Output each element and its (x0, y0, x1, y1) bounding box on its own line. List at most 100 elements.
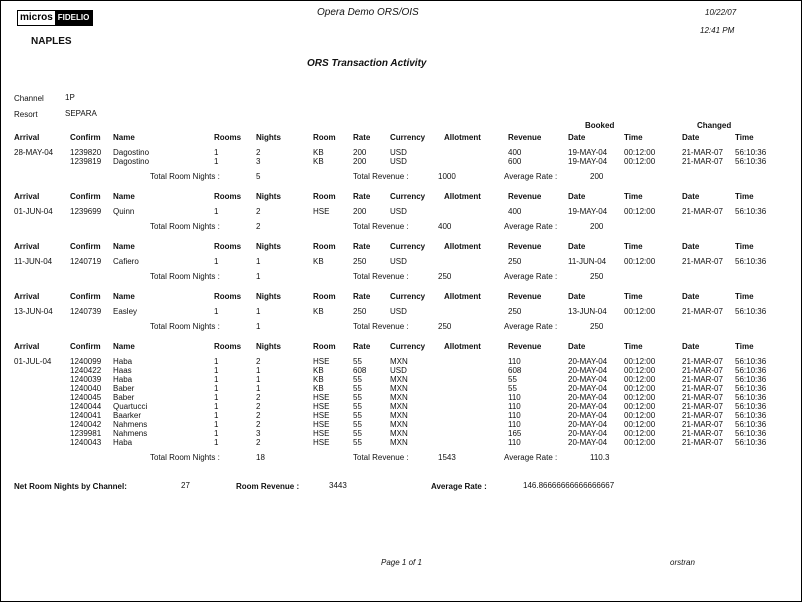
cell-rate: 55 (353, 393, 362, 402)
column-header: Date (568, 292, 586, 301)
column-header: Time (624, 192, 643, 201)
page-number: Page 1 of 1 (381, 558, 422, 567)
cell-time: 00:12:00 (624, 307, 656, 316)
resort-value: SEPARA (65, 109, 97, 118)
cell-revenue: 250 (508, 307, 522, 316)
column-header: Rate (353, 292, 371, 301)
channel-label: Channel (14, 94, 44, 103)
cell-confirm: 1240041 (70, 411, 102, 420)
arrival-date: 13-JUN-04 (14, 307, 53, 316)
column-header: Rooms (214, 292, 242, 301)
total-room-nights-label: Total Room Nights : (150, 172, 220, 181)
cell-name: Haas (113, 366, 132, 375)
total-room-nights-value: 18 (256, 453, 265, 462)
cell-currency: MXN (390, 375, 408, 384)
average-rate-value: 200 (590, 172, 604, 181)
cell-room: KB (313, 384, 324, 393)
cell-rate: 200 (353, 148, 367, 157)
cell-rooms: 1 (214, 384, 219, 393)
cell-date: 20-MAY-04 (568, 375, 608, 384)
cell-rooms: 1 (214, 393, 219, 402)
cell-currency: MXN (390, 429, 408, 438)
cell-currency: USD (390, 366, 407, 375)
cell-room: KB (313, 307, 324, 316)
column-header: Allotment (444, 192, 481, 201)
cell-currency: USD (390, 157, 407, 166)
cell-date: 20-MAY-04 (568, 384, 608, 393)
column-header: Arrival (14, 133, 40, 142)
cell-date: 21-MAR-07 (682, 357, 723, 366)
cell-name: Haba (113, 375, 133, 384)
average-rate-label: Average Rate : (504, 453, 558, 462)
total-revenue-value: 250 (438, 322, 452, 331)
average-rate-label: Average Rate : (504, 322, 558, 331)
cell-rate: 55 (353, 429, 362, 438)
cell-room: KB (313, 375, 324, 384)
cell-rate: 55 (353, 375, 362, 384)
total-room-nights-label: Total Room Nights : (150, 222, 220, 231)
average-rate-value: 146.86666666666666667 (523, 481, 615, 490)
column-header: Arrival (14, 242, 40, 251)
cell-date: 20-MAY-04 (568, 420, 608, 429)
arrival-date: 28-MAY-04 (14, 148, 54, 157)
cell-time: 00:12:00 (624, 148, 656, 157)
column-header: Arrival (14, 342, 40, 351)
column-header: Arrival (14, 192, 40, 201)
column-header: Date (568, 242, 586, 251)
total-room-nights-label: Total Room Nights : (150, 453, 220, 462)
cell-rate: 250 (353, 257, 367, 266)
cell-time: 00:12:00 (624, 420, 656, 429)
room-revenue-value: 3443 (329, 481, 347, 490)
cell-date: 21-MAR-07 (682, 384, 723, 393)
column-header: Rooms (214, 342, 242, 351)
column-header: Nights (256, 242, 281, 251)
column-header: Room (313, 342, 336, 351)
total-revenue-label: Total Revenue : (353, 222, 409, 231)
column-header: Arrival (14, 292, 40, 301)
cell-date: 21-MAR-07 (682, 411, 723, 420)
cell-time: 56:10:36 (735, 366, 767, 375)
column-header: Nights (256, 292, 281, 301)
column-header: Name (113, 192, 135, 201)
cell-time: 00:12:00 (624, 375, 656, 384)
average-rate-label: Average Rate : (504, 172, 558, 181)
resort-label: Resort (14, 110, 38, 119)
cell-time: 00:12:00 (624, 257, 656, 266)
cell-confirm: 1240422 (70, 366, 102, 375)
cell-revenue: 608 (508, 366, 522, 375)
column-header: Time (735, 242, 754, 251)
column-header: Nights (256, 192, 281, 201)
column-header: Date (568, 342, 586, 351)
cell-nights: 2 (256, 207, 261, 216)
cell-nights: 1 (256, 366, 261, 375)
cell-rate: 250 (353, 307, 367, 316)
column-header: Date (682, 192, 700, 201)
room-revenue-label: Room Revenue : (236, 482, 300, 491)
cell-name: Nahmens (113, 429, 148, 438)
column-header: Nights (256, 342, 281, 351)
cell-revenue: 110 (508, 438, 521, 447)
total-revenue-value: 250 (438, 272, 452, 281)
column-header: Room (313, 292, 336, 301)
cell-confirm: 1240719 (70, 257, 102, 266)
cell-revenue: 110 (508, 357, 521, 366)
cell-date: 21-MAR-07 (682, 207, 723, 216)
column-header: Rate (353, 133, 371, 142)
cell-date: 21-MAR-07 (682, 420, 723, 429)
cell-confirm: 1240043 (70, 438, 102, 447)
cell-date: 21-MAR-07 (682, 307, 723, 316)
column-header: Allotment (444, 292, 481, 301)
cell-date: 20-MAY-04 (568, 357, 608, 366)
report-title: ORS Transaction Activity (307, 58, 427, 69)
cell-name: Quartucci (113, 402, 148, 411)
channel-value: 1P (65, 93, 75, 102)
cell-rate: 200 (353, 207, 367, 216)
column-header: Date (682, 133, 700, 142)
column-header: Time (624, 133, 643, 142)
cell-time: 00:12:00 (624, 357, 656, 366)
logo-fidelio: FIDELIO (54, 11, 93, 25)
cell-room: KB (313, 366, 324, 375)
property-name: NAPLES (31, 36, 72, 47)
cell-nights: 2 (256, 438, 261, 447)
cell-confirm: 1240040 (70, 384, 102, 393)
